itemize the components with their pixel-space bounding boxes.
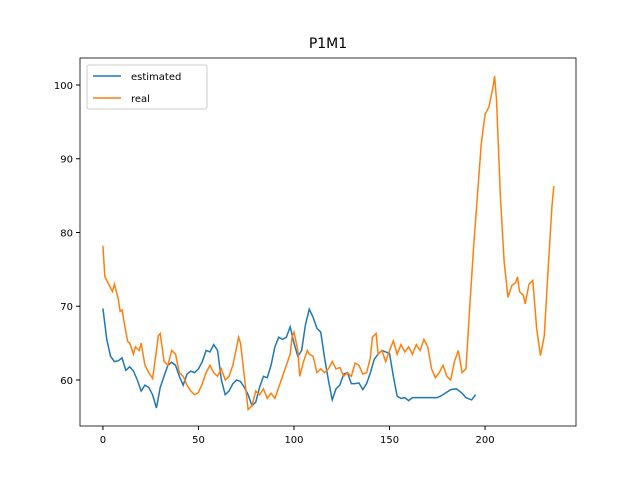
y-tick-label: 70 xyxy=(60,302,73,313)
y-tick-label: 60 xyxy=(60,376,73,387)
y-tick-label: 80 xyxy=(60,228,73,239)
line-series xyxy=(102,76,555,412)
legend-label: estimated xyxy=(131,72,181,83)
x-tick-label: 150 xyxy=(380,435,399,446)
chart-title: P1M1 xyxy=(309,36,347,52)
x-tick-label: 0 xyxy=(100,435,106,446)
legend-label: real xyxy=(131,94,150,105)
y-tick-label: 90 xyxy=(60,155,73,166)
line-series xyxy=(102,306,477,409)
x-tick-label: 100 xyxy=(284,435,303,446)
x-tick-label: 50 xyxy=(192,435,205,446)
y-tick-label: 100 xyxy=(54,81,73,92)
x-tick-label: 200 xyxy=(476,435,495,446)
plot-frame xyxy=(79,57,577,427)
